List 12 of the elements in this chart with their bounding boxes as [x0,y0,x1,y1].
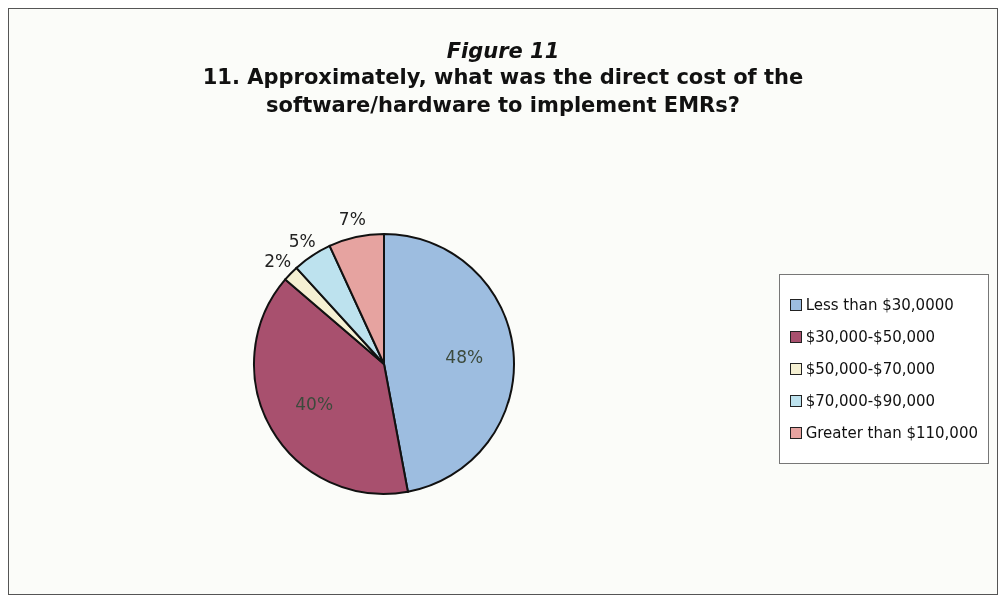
legend-label: $70,000-$90,000 [805,391,936,412]
data-label: 48% [445,346,484,367]
data-label: 7% [338,209,366,230]
legend-label: $50,000-$70,000 [805,359,936,380]
chart-title: Figure 11 [445,39,561,63]
data-label: 5% [288,230,316,251]
legend-label: $30,000-$50,000 [805,327,936,348]
chart-subtitle: 11. Approximately, what was the direct cost of the software/hardware to implement EMRs? [201,64,805,119]
legend-label: Less than $30,0000 [805,295,954,316]
data-label: 2% [264,250,292,271]
data-label: 40% [295,394,334,415]
legend-label: Greater than $110,000 [805,423,978,444]
